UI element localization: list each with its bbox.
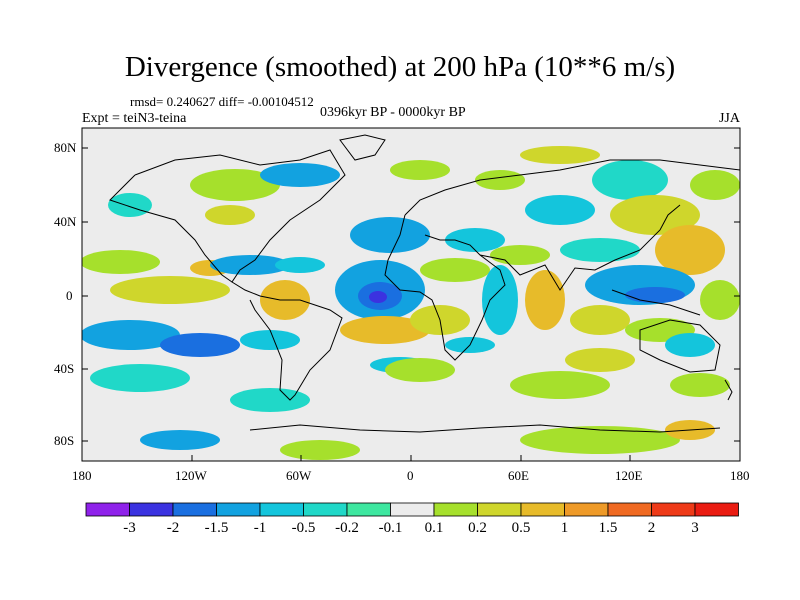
colorbar-box [390, 502, 435, 517]
colorbar-box [607, 502, 652, 517]
colorbar-box [216, 502, 261, 517]
colorbar-box [564, 502, 609, 517]
colorbar-label: 0.2 [468, 520, 487, 536]
experiment-label: Expt = teiN3-teina [82, 111, 187, 126]
colorbar-label: -1.5 [204, 520, 229, 536]
season-label: JJA [718, 111, 740, 126]
colorbar-box [346, 502, 391, 517]
lat-ticks [82, 147, 740, 442]
colorbar-box [303, 502, 348, 517]
colorbar-label: 2 [647, 520, 656, 536]
colorbar-label: 0.1 [424, 520, 444, 536]
colorbar-boxes [85, 502, 739, 517]
colorbar-box [477, 502, 522, 517]
colorbar-label: 3 [691, 520, 699, 536]
lon-ticks [81, 455, 741, 461]
colorbar-label: -0.5 [291, 520, 316, 536]
lat-label-80n: 80N [54, 140, 77, 155]
colorbar-label: 0.5 [511, 520, 531, 536]
stats-line: rmsd= 0.240627 diff= -0.00104512 [130, 94, 314, 109]
colorbar-box [172, 502, 217, 517]
colorbar-label: -0.1 [378, 520, 403, 536]
colorbar-box [85, 502, 130, 517]
colorbar-label: -2 [166, 520, 180, 536]
colorbar-label: -0.2 [335, 520, 359, 536]
colorbar-label: -3 [123, 520, 136, 536]
lon-label-180w: 180 [72, 468, 92, 483]
colorbar-box [433, 502, 478, 517]
colorbar-box [129, 502, 174, 517]
lon-label-0: 0 [407, 468, 414, 483]
lon-label-60e: 60E [508, 468, 529, 483]
colorbar-box [694, 502, 739, 517]
coastlines [109, 134, 740, 433]
lon-label-120e: 120E [615, 468, 643, 483]
lon-label-60w: 60W [286, 468, 312, 483]
colorbar-box [259, 502, 304, 517]
colorbar-box [651, 502, 696, 517]
lat-label-40n: 40N [54, 214, 77, 229]
colorbar-label: 1.5 [598, 520, 618, 536]
lon-label-180e: 180 [730, 468, 750, 483]
lon-label-120w: 120W [175, 468, 207, 483]
colorbar-label: -1 [253, 520, 267, 536]
lat-label-40s: 40S [54, 361, 75, 376]
colorbar-box [520, 502, 565, 517]
lat-label-80s: 80S [54, 433, 75, 448]
plot-title: Divergence (smoothed) at 200 hPa (10**6 … [124, 51, 676, 83]
period-label: 0396kyr BP - 0000kyr BP [320, 105, 466, 120]
colorbar-label: 1 [560, 520, 569, 536]
lat-label-0: 0 [66, 288, 73, 303]
